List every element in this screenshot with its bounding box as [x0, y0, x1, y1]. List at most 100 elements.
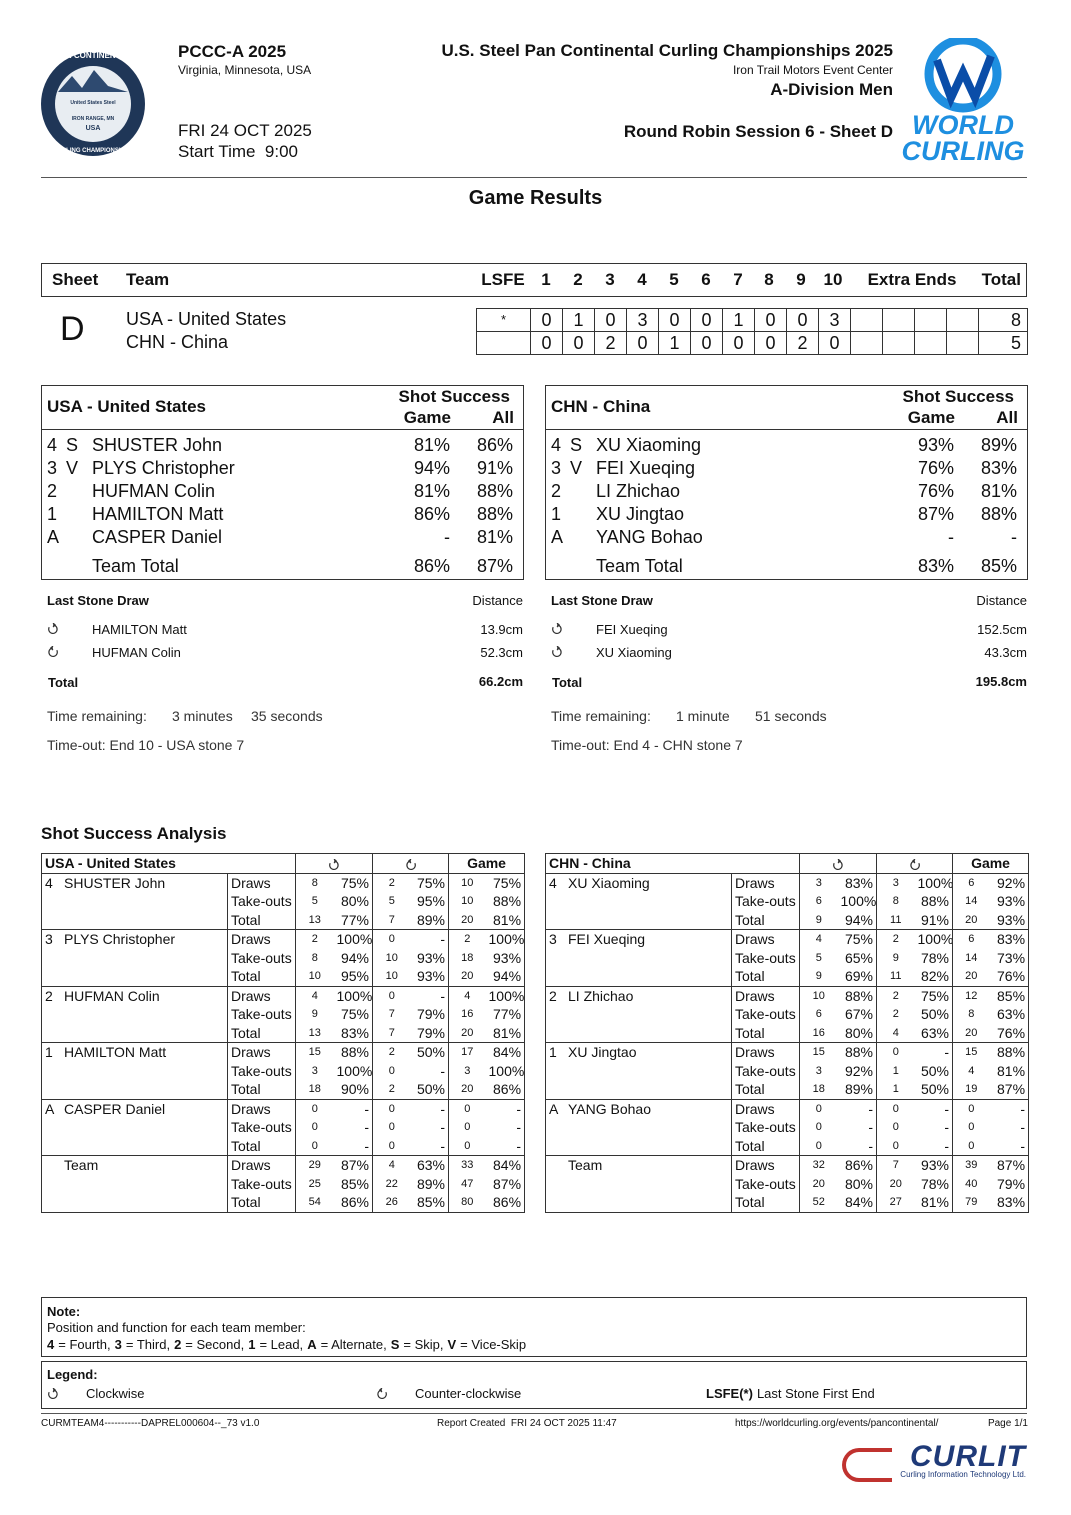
score-cell: 0 [722, 331, 755, 355]
legend-title: Legend: [47, 1367, 98, 1382]
score-cell: 0 [594, 308, 627, 332]
shot-pct: - [410, 1118, 450, 1137]
analysis-team: USA - United States [40, 853, 297, 874]
analysis-row: Take-outs 3 100% 0-3 100% [42, 1061, 526, 1080]
lsd-title: Last Stone Draw [47, 593, 149, 608]
icon-arc [552, 624, 562, 634]
shot-pct: 86% [485, 1080, 526, 1099]
player-role: V [66, 458, 79, 478]
analysis-team: CHN - China [544, 853, 801, 874]
icon-arc [48, 1389, 58, 1399]
analysis-row: 2 HUFMAN Colin Draws 4 100% 0-4 100% [41, 985, 526, 1043]
player-pos: A [47, 527, 60, 547]
analysis-table: CHN - China Game 4 XU Xiaoming Draws 3 83% 3 100… [544, 853, 1030, 1213]
shot-count: 8 [295, 872, 334, 892]
analysis-row: Total 16 80% 4 63% 20 76% [546, 1023, 1030, 1043]
shot-type: Take-outs [730, 1005, 801, 1024]
shot-pct: 94% [485, 967, 526, 986]
score-cell: 0 [818, 331, 851, 355]
shot-type: Total [730, 1193, 801, 1212]
shot-count: 40 [952, 1174, 990, 1193]
time-value: 51 seconds [755, 708, 827, 724]
shot-pct: 86% [333, 1193, 374, 1212]
start-time: Start Time 9:00 [178, 142, 298, 161]
shot-pct: 63% [914, 1023, 954, 1043]
icon-shape [329, 858, 339, 870]
player-pos: A [549, 1100, 559, 1117]
shot-count: 0 [876, 1118, 915, 1137]
shot-pct: 88% [837, 1042, 878, 1062]
player-name: CASPER Daniel [92, 527, 223, 547]
shot-pct: 94% [837, 910, 878, 930]
shot-pct: 50% [410, 1080, 450, 1099]
shot-count: 0 [952, 1098, 990, 1118]
note-box [41, 1297, 1027, 1357]
team-total-all: 87% [476, 556, 513, 576]
score-cell: 0 [562, 331, 595, 355]
shot-count: 14 [952, 892, 990, 911]
shot-count: 2 [372, 1042, 411, 1062]
shot-count: 6 [799, 1005, 838, 1024]
player-pos: A [551, 527, 564, 547]
shot-pct: 88% [485, 892, 526, 911]
division: A-Division Men [770, 80, 893, 99]
shot-type: Total [730, 1136, 801, 1156]
shot-type: Total [226, 1136, 297, 1156]
shot-type: Take-outs [226, 948, 297, 967]
score-cell: 0 [658, 308, 691, 332]
shot-pct: 67% [837, 1005, 878, 1024]
shot-pct: 100% [485, 1061, 526, 1080]
shot-pct: - [989, 1136, 1030, 1156]
analysis-row: A YANG Bohao Draws 0-0-0- [545, 1098, 1030, 1156]
shot-count: 6 [952, 872, 990, 892]
score-cell [476, 331, 531, 355]
shot-count: 1 [876, 1061, 915, 1080]
score-header: 10 [823, 270, 843, 289]
shot-count: 19 [952, 1080, 990, 1099]
score-header: 4 [637, 270, 647, 289]
player-name: HUFMAN Colin [64, 987, 160, 1004]
panel-team: CHN - China [551, 397, 651, 416]
player-name: YANG Bohao [568, 1100, 652, 1117]
shot-count: 0 [448, 1118, 486, 1137]
shot-pct: 100% [914, 872, 954, 892]
player-name: FEI Xueqing [568, 931, 646, 947]
shot-count: 0 [448, 1098, 486, 1118]
score-header: Total [981, 270, 1021, 289]
shot-type: Draws [226, 929, 297, 949]
shot-pct: - [485, 1118, 526, 1137]
player-name: SHUSTER John [64, 874, 166, 891]
shot-count: 6 [952, 929, 990, 949]
shot-count: 5 [295, 892, 334, 911]
shot-pct: 75% [914, 985, 954, 1005]
shot-success-label: Shot Success [902, 387, 1015, 406]
shot-type: Take-outs [226, 1174, 297, 1193]
shot-count: 0 [295, 1136, 334, 1156]
score-cell: 0 [754, 308, 787, 332]
lsd-distance: 13.9cm [480, 622, 523, 637]
icon-shape [405, 858, 416, 870]
player-game: - [948, 527, 954, 547]
player-all: 81% [980, 481, 1017, 501]
shot-pct: 84% [485, 1155, 526, 1175]
team-total-label: Team Total [92, 556, 179, 576]
note-text: = Third, [125, 1337, 171, 1352]
shot-type: Draws [226, 1098, 297, 1118]
player-pos: 3 [549, 931, 557, 947]
shot-pct: 50% [914, 1005, 954, 1024]
shot-count: 7 [372, 1005, 411, 1024]
player-role: S [66, 435, 79, 455]
footer-page: Page 1/1 [987, 1418, 1028, 1429]
icon-shape [909, 858, 920, 870]
team-panel [545, 385, 1028, 580]
icon-head [52, 623, 57, 628]
lsd-total: 195.8cm [975, 674, 1027, 689]
player-cell: 2 LI Zhichao [545, 985, 732, 1043]
shot-count: 9 [295, 1005, 334, 1024]
shot-pct: 84% [837, 1193, 878, 1212]
shot-type: Total [730, 1080, 801, 1099]
shot-type: Total [730, 967, 801, 986]
shot-type: Draws [730, 929, 801, 949]
note-key: S [390, 1337, 400, 1352]
shot-count: 12 [952, 985, 990, 1005]
